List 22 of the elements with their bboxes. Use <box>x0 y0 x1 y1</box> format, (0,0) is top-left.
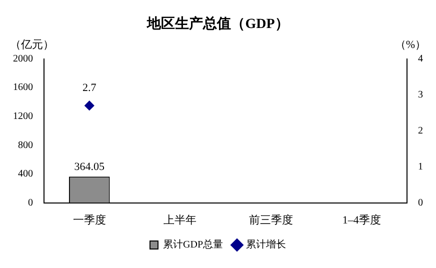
y2-tick-label: 1 <box>418 161 423 172</box>
x-tick-label: 上半年 <box>164 213 197 226</box>
y2-tick-label: 4 <box>418 53 423 64</box>
data-label: 364.05 <box>74 160 105 173</box>
x-tick-label: 1–4季度 <box>342 213 381 226</box>
y2-tick-label: 2 <box>418 125 423 136</box>
y-tick-label: 1200 <box>13 111 33 122</box>
y-tick-label: 800 <box>18 140 33 151</box>
y2-axis-title: （%） <box>394 39 426 52</box>
legend-label: 累计GDP总量 <box>163 238 224 251</box>
y-tick-label: 0 <box>28 197 33 208</box>
legend-label: 累计增长 <box>246 238 286 251</box>
x-tick-label: 前三季度 <box>248 213 293 226</box>
y-tick-label: 400 <box>18 168 33 180</box>
x-tick-label: 一季度 <box>72 213 106 226</box>
y-axis-title: （亿元） <box>10 39 54 52</box>
y2-tick-label: 3 <box>418 89 423 100</box>
y-tick-label: 2000 <box>13 53 33 64</box>
y-tick-label: 1600 <box>13 82 33 94</box>
chart-title: 地区生产总值（GDP） <box>146 15 289 32</box>
y2-tick-label: 0 <box>418 197 423 208</box>
data-label: 2.7 <box>82 82 97 94</box>
